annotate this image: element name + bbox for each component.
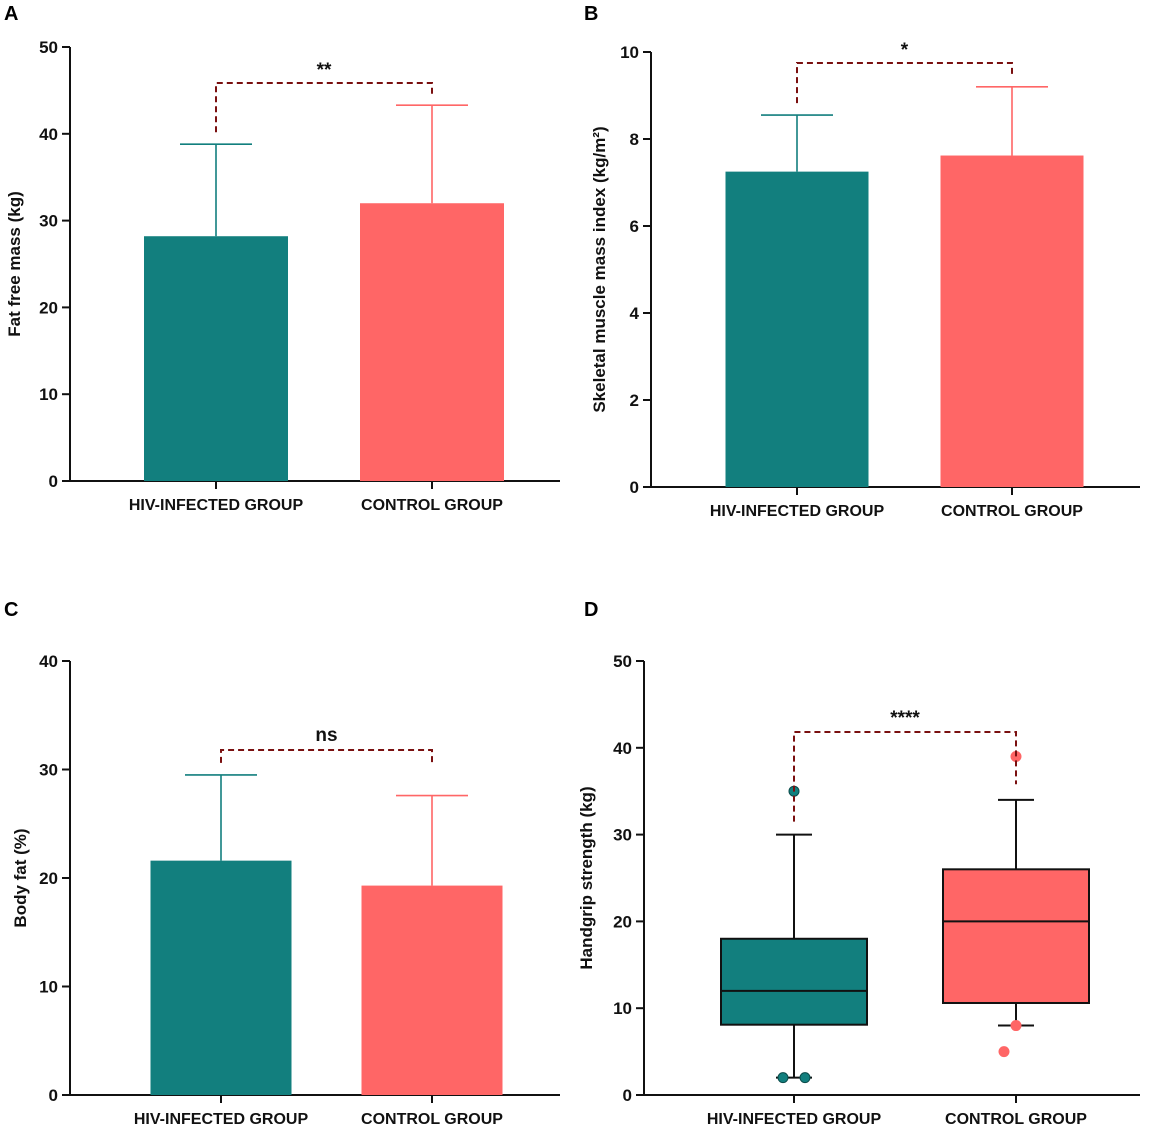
significance-bracket [215,82,433,133]
bar-control [361,885,503,1095]
y-tick-label: 10 [620,43,639,62]
bar-control [940,155,1084,487]
y-tick-label: 2 [630,391,639,410]
panel-a-fat-free-mass: A 0 10 20 30 40 50 Fat free mass (kg) HIV-INFEC… [4,3,560,514]
x-category-label: CONTROL GROUP [361,497,503,514]
significance-bracket [796,62,1013,104]
x-category-label: HIV-INFECTED GROUP [710,503,885,520]
y-tick-label: 10 [613,999,632,1018]
bar-control [360,203,504,482]
x-category-label: HIV-INFECTED GROUP [134,1111,309,1128]
box-hiv-infected [720,937,868,1026]
y-tick-label: 30 [613,826,632,845]
panel-c-body-fat: C 0 10 20 30 40 Body fat (%) HIV-INFECTED GROU… [4,599,560,1128]
y-tick-label: 6 [630,217,639,236]
panel-label-a: A [4,3,18,25]
outlier-point [998,1046,1010,1058]
y-tick-label: 40 [613,739,632,758]
y-tick-label: 10 [39,385,58,404]
significance-bracket [220,749,433,766]
y-tick-label: 0 [623,1086,632,1105]
significance-label: ** [317,60,332,81]
y-tick-label: 30 [39,212,58,231]
y-tick-label: 4 [630,304,640,323]
y-tick-label: 50 [613,652,632,671]
x-category-label: HIV-INFECTED GROUP [707,1111,882,1128]
significance-label: * [901,40,909,61]
y-tick-label: 20 [39,869,58,888]
bar-hiv-infected [725,171,869,487]
panel-b-skeletal-muscle-index: B 0 2 4 6 8 10 Skeletal muscle mass index (kg/… [584,3,1140,520]
y-tick-label: 40 [39,652,58,671]
panel-label-b: B [584,3,598,25]
significance-bracket [793,731,1017,822]
bar-hiv-infected [150,860,292,1095]
y-axis-title: Handgrip strength (kg) [577,786,596,969]
bar-hiv-infected [144,236,288,481]
x-category-label: CONTROL GROUP [361,1111,503,1128]
outlier-point [1010,1020,1022,1032]
y-tick-label: 20 [613,912,632,931]
y-axis-title: Skeletal muscle mass index (kg/m²) [590,126,609,412]
significance-label: ns [315,725,337,746]
y-tick-label: 10 [39,978,58,997]
y-axis-title: Fat free mass (kg) [5,191,24,337]
y-tick-label: 0 [630,478,639,497]
y-tick-label: 20 [39,298,58,317]
box-control [942,868,1090,1004]
outlier-point [799,1072,811,1084]
panel-d-handgrip-strength: D 0 10 20 30 40 50 Handgrip strength (kg) HIV-I… [577,599,1140,1128]
panel-label-d: D [584,599,598,621]
y-tick-label: 40 [39,125,58,144]
x-category-label: CONTROL GROUP [941,503,1083,520]
y-axis-title: Body fat (%) [11,828,30,927]
x-category-label: CONTROL GROUP [945,1111,1087,1128]
y-tick-label: 8 [630,130,639,149]
significance-label: **** [890,708,920,729]
outlier-point [777,1072,789,1084]
y-tick-label: 50 [39,38,58,57]
panel-label-c: C [4,599,18,621]
y-tick-label: 30 [39,761,58,780]
y-tick-label: 0 [49,472,58,491]
x-category-label: HIV-INFECTED GROUP [129,497,304,514]
y-tick-label: 0 [49,1086,58,1105]
